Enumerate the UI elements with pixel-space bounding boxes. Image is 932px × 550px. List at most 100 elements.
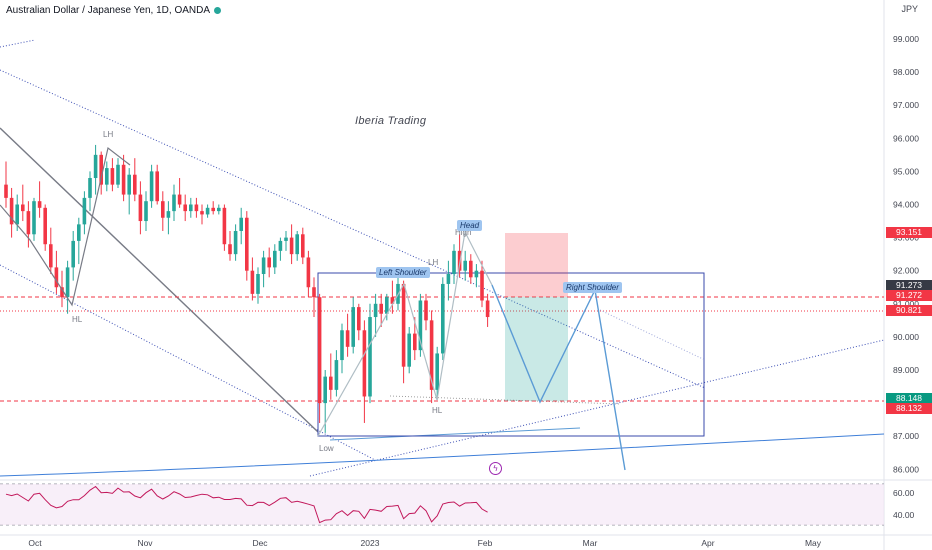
flash-icon[interactable]: ϟ [489, 462, 502, 475]
candle-body [317, 297, 322, 404]
candle-body [469, 260, 473, 278]
candle-body [357, 307, 361, 331]
candle-body [368, 317, 372, 397]
symbol-header[interactable]: Australian Dollar / Japanese Yen, 1D, OA… [6, 5, 222, 16]
candle-body [133, 174, 137, 195]
candle-body [390, 297, 395, 304]
candle-body [43, 207, 47, 245]
candle-body [301, 234, 305, 258]
rsi-tick: 60.00 [893, 488, 915, 498]
position-zones [505, 233, 568, 401]
candle-body [284, 237, 288, 241]
candle-body [379, 303, 383, 314]
head-shoulders-pattern [0, 146, 626, 471]
watermark: Iberia Trading [355, 115, 427, 127]
candle-body [261, 257, 266, 275]
price-tick: 89.000 [893, 365, 919, 375]
candle-body [329, 376, 333, 390]
candle-body [239, 217, 243, 231]
candle-body [54, 267, 59, 288]
label-left-shoulder[interactable]: Left Shoulder [376, 267, 430, 278]
candle-body [385, 297, 389, 314]
time-tick: May [805, 538, 822, 548]
candle-body [441, 283, 445, 354]
candle-body [474, 270, 479, 278]
symbol-title: Australian Dollar / Japanese Yen, 1D, OA… [6, 5, 210, 16]
rsi-pane [0, 484, 884, 525]
candle-body [4, 184, 8, 198]
candle-body [121, 164, 126, 195]
projection-path [491, 284, 626, 471]
price-label: 88.148 [886, 393, 932, 404]
candle-body [149, 171, 154, 202]
time-tick: Feb [478, 538, 493, 548]
candle-body [401, 283, 406, 367]
candle-body [144, 201, 148, 222]
target-zone [505, 297, 568, 401]
candle-body [407, 333, 411, 367]
candle-body [323, 376, 327, 404]
price-tick: 86.000 [893, 464, 919, 474]
time-tick: 2023 [361, 538, 380, 548]
candle-body [362, 330, 367, 397]
candle-body [452, 250, 456, 275]
price-label: 91.273 [886, 280, 932, 291]
status-dot-icon [214, 6, 222, 14]
candle-body [211, 207, 215, 212]
candle-body [26, 211, 31, 235]
zigzag-1 [0, 146, 131, 307]
candle-body [424, 300, 428, 321]
candle-body [138, 194, 143, 222]
candle-body [21, 204, 25, 212]
time-tick: Oct [28, 538, 42, 548]
candle-body [49, 244, 53, 268]
support-trendline [309, 339, 885, 477]
candle-body [267, 257, 271, 268]
time-tick: Apr [701, 538, 714, 548]
candle-body [71, 240, 75, 268]
long-curve [0, 433, 885, 477]
price-label: 88.132 [886, 403, 932, 414]
label-low: Low [319, 444, 334, 453]
price-label: 91.272 [886, 290, 932, 301]
price-tick: 99.000 [893, 34, 919, 44]
candle-body [37, 201, 42, 208]
candle-body [105, 168, 109, 185]
candle-body [99, 154, 103, 185]
candle-body [65, 267, 70, 298]
candle-body [217, 207, 221, 212]
stop-zone [505, 233, 568, 297]
candle-body [166, 211, 171, 218]
short-trendline [329, 427, 581, 441]
candle-body [429, 320, 434, 390]
label-head[interactable]: Head [457, 220, 483, 231]
time-tick: Mar [583, 538, 598, 548]
candle-body [172, 194, 176, 212]
candle-body [15, 204, 19, 225]
candle-body [250, 270, 255, 294]
label-lh2: LH [428, 258, 439, 267]
label-right-shoulder[interactable]: Right Shoulder [563, 282, 622, 293]
label-hl2: HL [432, 406, 443, 415]
candle-body [480, 270, 484, 301]
candle-body [189, 204, 193, 212]
candle-body [485, 300, 490, 318]
candle-body [32, 201, 36, 235]
candle-body [233, 230, 238, 255]
candle-body [245, 217, 249, 271]
candle-body [278, 240, 283, 251]
candle-body [373, 303, 378, 318]
candle-body [312, 287, 316, 298]
price-label: 90.821 [886, 305, 932, 316]
price-label: 93.151 [886, 227, 932, 238]
candle-body [177, 194, 182, 205]
candle-body [155, 171, 159, 202]
candle-body [340, 330, 344, 361]
projection-line [599, 309, 706, 361]
candle-body [127, 174, 131, 195]
candle-body [418, 300, 423, 351]
rsi-tick: 40.00 [893, 510, 915, 520]
